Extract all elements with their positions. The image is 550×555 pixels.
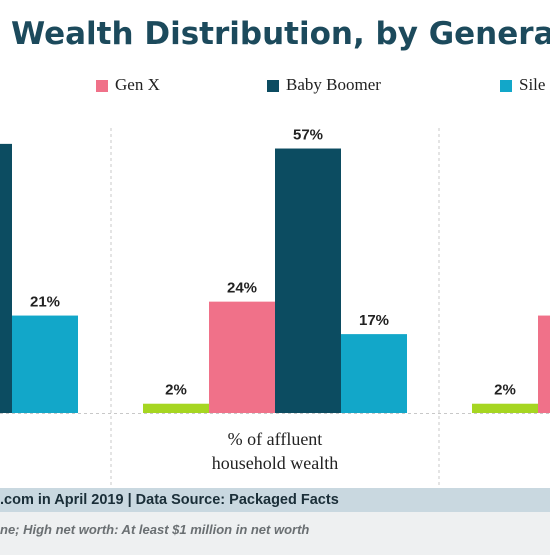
chart-title: Wealth Distribution, by Generation — [11, 16, 550, 52]
note-text: ne; High net worth: At least $1 million … — [0, 522, 310, 537]
data-label-genx-1: 24% — [227, 280, 257, 297]
legend-label-silent: Sile — [519, 75, 546, 94]
source-text: .com in April 2019 | Data Source: Packag… — [0, 492, 339, 508]
legend-label-baby-boomer: Baby Boomer — [286, 75, 381, 94]
bar-millennial-2 — [472, 403, 538, 413]
category-label-1-1: household wealth — [212, 453, 338, 473]
bar-boomer-0 — [0, 143, 12, 413]
legend-swatch-silent — [500, 80, 512, 92]
legend-swatch-gen-x — [96, 80, 108, 92]
definition-note: ne; High net worth: At least $1 million … — [0, 512, 550, 555]
source-footer: .com in April 2019 | Data Source: Packag… — [0, 488, 550, 512]
data-label-boomer-1: 57% — [293, 127, 323, 144]
data-label-millennial-2: 2% — [494, 382, 516, 399]
data-label-silent-0: 21% — [30, 294, 60, 311]
legend-label-gen-x: Gen X — [115, 75, 160, 94]
bar-chart: 2%2%24%57%21%17%lth% of affluenthousehol… — [0, 127, 550, 486]
bar-silent-1 — [341, 334, 407, 413]
category-label-1-0: % of affluent — [228, 429, 323, 449]
bar-boomer-1 — [275, 148, 341, 413]
bar-silent-0 — [12, 315, 78, 413]
bar-genx-2 — [538, 315, 550, 413]
data-label-silent-1: 17% — [359, 312, 389, 329]
legend-swatch-baby-boomer — [267, 80, 279, 92]
bar-genx-1 — [209, 301, 275, 413]
bar-millennial-1 — [143, 403, 209, 413]
data-label-millennial-1: 2% — [165, 382, 187, 399]
